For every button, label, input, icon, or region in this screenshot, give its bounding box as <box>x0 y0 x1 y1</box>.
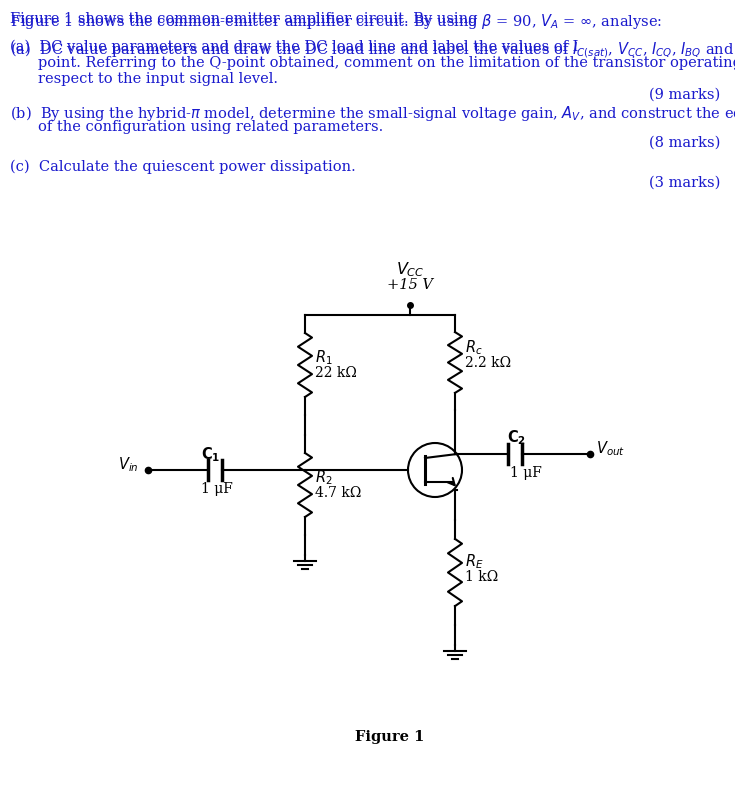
Text: 1 kΩ: 1 kΩ <box>465 570 498 584</box>
Text: $V_{out}$: $V_{out}$ <box>596 440 625 458</box>
Text: +15 V: +15 V <box>387 278 433 292</box>
Text: 1 μF: 1 μF <box>510 466 542 480</box>
Text: Figure 1 shows the common-emitter amplifier circuit. By using: Figure 1 shows the common-emitter amplif… <box>10 12 482 26</box>
Text: $V_{in}$: $V_{in}$ <box>118 455 139 474</box>
Text: 1 μF: 1 μF <box>201 482 233 496</box>
Text: (8 marks): (8 marks) <box>648 136 720 150</box>
Text: $R_c$: $R_c$ <box>465 338 483 356</box>
Text: $R_1$: $R_1$ <box>315 348 333 367</box>
Text: of the configuration using related parameters.: of the configuration using related param… <box>38 120 383 134</box>
Text: (3 marks): (3 marks) <box>648 176 720 190</box>
Text: respect to the input signal level.: respect to the input signal level. <box>38 72 278 86</box>
Text: (a)  DC value parameters and draw the DC load line and label the values of $I_{C: (a) DC value parameters and draw the DC … <box>10 40 735 60</box>
Text: $\mathbf{C_1}$: $\mathbf{C_1}$ <box>201 445 220 464</box>
Text: Figure 1: Figure 1 <box>355 730 425 744</box>
Text: (9 marks): (9 marks) <box>649 88 720 102</box>
Text: point. Referring to the Q-point obtained, comment on the limitation of the trans: point. Referring to the Q-point obtained… <box>38 56 735 70</box>
Text: $R_2$: $R_2$ <box>315 468 332 487</box>
Text: (a)  DC value parameters and draw the DC load line and label the values of I: (a) DC value parameters and draw the DC … <box>10 40 578 54</box>
Text: $V_{CC}$: $V_{CC}$ <box>395 260 424 279</box>
Text: (b)  By using the hybrid-$\pi$ model, determine the small-signal voltage gain, $: (b) By using the hybrid-$\pi$ model, det… <box>10 104 735 123</box>
Text: (c)  Calculate the quiescent power dissipation.: (c) Calculate the quiescent power dissip… <box>10 160 356 174</box>
Text: 2.2 kΩ: 2.2 kΩ <box>465 356 511 370</box>
Text: $\mathbf{C_2}$: $\mathbf{C_2}$ <box>507 428 526 447</box>
Text: 22 kΩ: 22 kΩ <box>315 366 357 380</box>
Text: $R_E$: $R_E$ <box>465 552 484 571</box>
Text: Figure 1 shows the common-emitter amplifier circuit. By using $\beta$ = 90, $V_A: Figure 1 shows the common-emitter amplif… <box>10 12 662 31</box>
Text: 4.7 kΩ: 4.7 kΩ <box>315 486 362 500</box>
